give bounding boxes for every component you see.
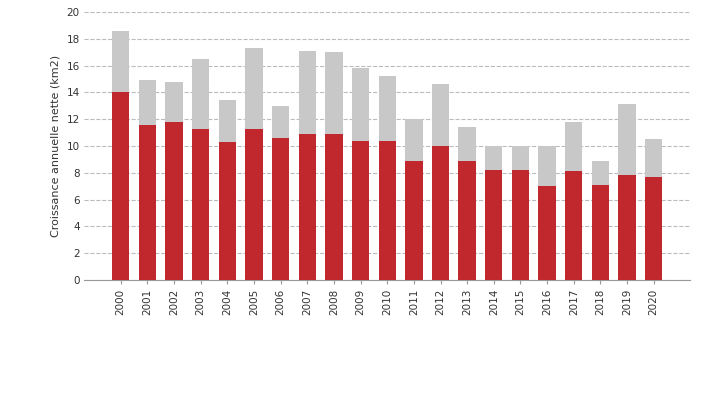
Bar <box>512 170 529 280</box>
Bar <box>112 31 130 92</box>
Bar <box>539 186 555 280</box>
Bar <box>245 128 263 280</box>
Bar <box>565 172 582 280</box>
Bar <box>139 80 156 124</box>
Bar <box>592 161 609 185</box>
Bar <box>565 122 582 172</box>
Bar <box>512 146 529 170</box>
Bar <box>539 146 555 186</box>
Bar <box>406 161 422 280</box>
Bar <box>192 59 209 128</box>
Bar <box>219 100 236 142</box>
Bar <box>272 138 289 280</box>
Bar <box>352 68 369 141</box>
Bar <box>112 92 130 280</box>
Bar <box>618 176 636 280</box>
Bar <box>592 185 609 280</box>
Bar <box>432 84 449 146</box>
Bar <box>379 76 396 141</box>
Bar <box>352 141 369 280</box>
Bar <box>485 170 503 280</box>
Bar <box>325 134 343 280</box>
Bar <box>432 146 449 280</box>
Bar <box>618 104 636 176</box>
Bar <box>645 177 662 280</box>
Bar <box>379 141 396 280</box>
Bar <box>458 161 476 280</box>
Bar <box>406 119 422 161</box>
Bar <box>219 142 236 280</box>
Bar <box>298 134 316 280</box>
Bar <box>485 146 503 170</box>
Y-axis label: Croissance annuelle nette (km2): Croissance annuelle nette (km2) <box>51 55 61 237</box>
Bar <box>245 48 263 128</box>
Bar <box>325 52 343 134</box>
Bar <box>165 82 182 122</box>
Bar <box>165 122 182 280</box>
Bar <box>645 139 662 177</box>
Bar <box>298 51 316 134</box>
Bar <box>192 128 209 280</box>
Bar <box>139 124 156 280</box>
Bar <box>272 106 289 138</box>
Bar <box>458 127 476 161</box>
